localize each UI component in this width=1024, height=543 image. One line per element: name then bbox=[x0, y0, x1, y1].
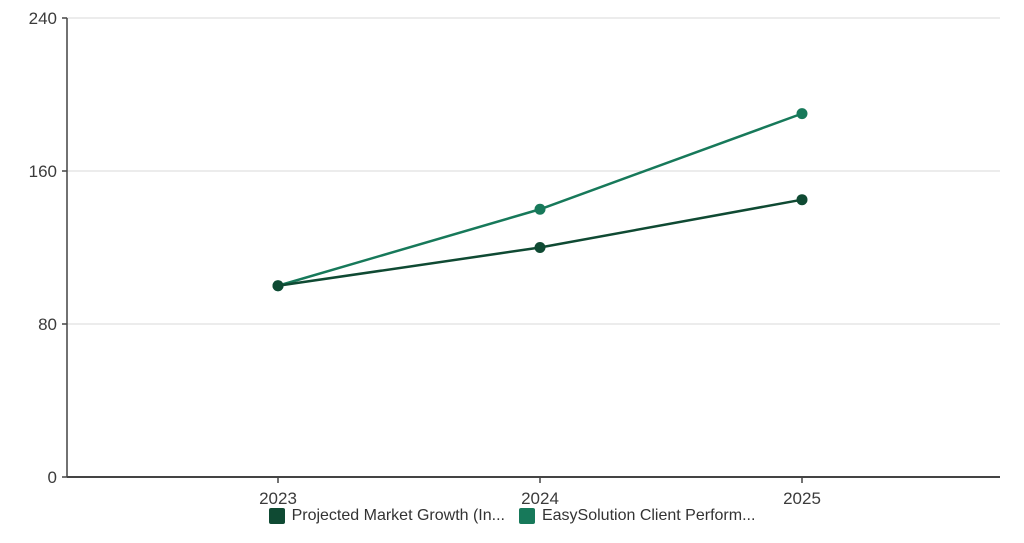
legend-item-easysolution-client-performance[interactable]: EasySolution Client Perform... bbox=[518, 507, 756, 525]
y-tick-label: 240 bbox=[29, 9, 57, 28]
data-point bbox=[272, 280, 284, 292]
legend: Projected Market Growth (In... EasySolut… bbox=[0, 507, 1024, 525]
data-point bbox=[796, 194, 808, 206]
series-0 bbox=[272, 194, 808, 292]
legend-item-projected-market-growth[interactable]: Projected Market Growth (In... bbox=[268, 507, 505, 525]
y-tick-label: 0 bbox=[48, 468, 57, 487]
x-tick-label: 2025 bbox=[783, 489, 821, 508]
series-layer bbox=[272, 108, 808, 292]
legend-swatch bbox=[518, 508, 535, 524]
legend-label: EasySolution Client Perform... bbox=[541, 507, 756, 524]
data-point bbox=[534, 242, 546, 253]
x-tick-label: 2024 bbox=[521, 489, 559, 508]
y-tick-label: 160 bbox=[29, 162, 57, 181]
legend-label: Projected Market Growth (In... bbox=[291, 507, 505, 524]
x-tick-labels: 2023 2024 2025 bbox=[259, 489, 821, 508]
axes bbox=[62, 17, 1000, 483]
x-tick-label: 2023 bbox=[259, 489, 297, 508]
data-point bbox=[796, 108, 808, 120]
legend-swatch bbox=[268, 508, 285, 524]
y-tick-labels: 0 80 160 240 bbox=[29, 9, 57, 487]
y-tick-label: 80 bbox=[38, 315, 57, 334]
grid-lines bbox=[67, 17, 1000, 325]
series-line bbox=[277, 112, 803, 287]
series-1 bbox=[272, 108, 808, 292]
data-point bbox=[534, 203, 546, 215]
